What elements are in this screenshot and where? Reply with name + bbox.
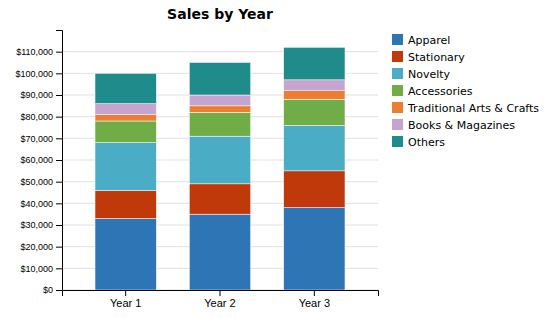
y-tick-label: $10,000 [20, 264, 53, 274]
bar-segment [95, 143, 156, 191]
y-tick: $10,000 [20, 264, 62, 274]
legend-item: Traditional Arts & Crafts [392, 102, 539, 115]
legend-label: Traditional Arts & Crafts [407, 102, 539, 115]
bar-segment [95, 121, 156, 143]
y-tick: $80,000 [20, 112, 62, 122]
legend-swatch [392, 102, 403, 113]
bar-segment [284, 99, 345, 125]
y-tick-mark [56, 268, 62, 269]
y-tick: $0 [43, 285, 62, 295]
legend-swatch [392, 85, 403, 96]
y-tick-label: $50,000 [20, 177, 53, 187]
bar-segment [284, 171, 345, 208]
y-tick-label: $80,000 [20, 112, 53, 122]
bar-segment [284, 91, 345, 100]
y-tick-label: $110,000 [16, 47, 53, 57]
bar-segment [284, 80, 345, 91]
series [95, 208, 345, 290]
x-axis: Year 1 Year 2 Year 3 [63, 290, 379, 309]
y-tick-mark [56, 160, 62, 161]
x-tick-label: Year 3 [299, 297, 330, 309]
bar-segment [189, 63, 250, 96]
y-tick: $100,000 [15, 69, 62, 79]
series [95, 47, 345, 103]
bar-segment [189, 214, 250, 290]
legend-label: Apparel [408, 34, 450, 47]
y-tick-mark [56, 203, 62, 204]
legend-label: Novelty [408, 68, 451, 81]
x-tick: Year 3 [299, 290, 330, 309]
plot: $0 $10,000 $20,000 $30,000 $40,000 $50,000 $60… [15, 31, 378, 309]
legend-swatch [392, 119, 403, 130]
bar-segment [95, 190, 156, 218]
x-tick-mark [125, 290, 126, 296]
legend-item: Novelty [392, 68, 451, 81]
bar-segment [189, 136, 250, 184]
y-tick-mark [56, 73, 62, 74]
bar-segment [189, 95, 250, 106]
legend-swatch [392, 51, 403, 62]
bar-segment [284, 125, 345, 171]
legend-label: Accessories [408, 85, 473, 98]
y-axis-line [56, 31, 63, 291]
y-tick-mark [56, 52, 62, 53]
bar-segment [95, 219, 156, 291]
title: Sales by Year [167, 6, 273, 22]
legend-label: Stationary [408, 51, 465, 64]
grid [62, 52, 378, 290]
bar-segment [284, 208, 345, 290]
legend-label: Others [408, 136, 445, 149]
y-tick-label: $0 [43, 285, 53, 295]
legend-item: Apparel [392, 34, 450, 47]
legend-item: Books & Magazines [392, 119, 515, 132]
y-axis: $0 $10,000 $20,000 $30,000 $40,000 $50,000 $60… [15, 31, 62, 296]
legend-item: Accessories [392, 85, 473, 98]
legend-item: Stationary [392, 51, 465, 64]
y-tick-mark [56, 225, 62, 226]
y-tick-label: $100,000 [15, 69, 53, 79]
bar-segment [189, 106, 250, 113]
x-axis-line [63, 291, 379, 297]
legend-swatch [392, 136, 403, 147]
legend-item: Others [392, 136, 445, 149]
y-tick: $40,000 [20, 199, 62, 209]
x-tick: Year 1 [110, 290, 141, 309]
y-tick-label: $20,000 [20, 242, 53, 252]
bar-segment [95, 104, 156, 115]
y-tick: $20,000 [20, 242, 62, 252]
y-tick-label: $70,000 [20, 134, 53, 144]
bar-segment [95, 115, 156, 122]
x-tick-label: Year 2 [204, 297, 235, 309]
y-tick-mark [56, 182, 62, 183]
y-tick-mark [56, 290, 62, 291]
y-tick-mark [56, 138, 62, 139]
y-tick: $30,000 [20, 220, 62, 230]
y-tick-mark [56, 95, 62, 96]
x-tick-mark [220, 290, 221, 296]
legend: Apparel Stationary Novelty Accessories Tradi… [392, 34, 539, 149]
chart: $0 $10,000 $20,000 $30,000 $40,000 $50,000 $60… [0, 0, 550, 318]
bars [95, 47, 345, 290]
bar-segment [189, 112, 250, 136]
y-tick-label: $30,000 [20, 220, 53, 230]
legend-label: Books & Magazines [408, 119, 515, 132]
x-tick-mark [314, 290, 315, 296]
y-tick-label: $60,000 [20, 155, 53, 165]
y-tick-label: $90,000 [20, 90, 53, 100]
legend-swatch [392, 34, 403, 45]
y-tick: $110,000 [16, 47, 62, 57]
bar-segment [284, 47, 345, 80]
legend-swatch [392, 68, 403, 79]
bar-segment [189, 184, 250, 214]
x-tick: Year 2 [204, 290, 235, 309]
y-tick-mark [56, 117, 62, 118]
y-tick-label: $40,000 [20, 199, 53, 209]
bar-segment [95, 73, 156, 103]
y-tick: $90,000 [20, 90, 62, 100]
x-tick-label: Year 1 [110, 297, 141, 309]
y-tick-mark [56, 247, 62, 248]
y-tick: $70,000 [20, 134, 62, 144]
y-tick: $50,000 [20, 177, 62, 187]
y-tick: $60,000 [20, 155, 62, 165]
